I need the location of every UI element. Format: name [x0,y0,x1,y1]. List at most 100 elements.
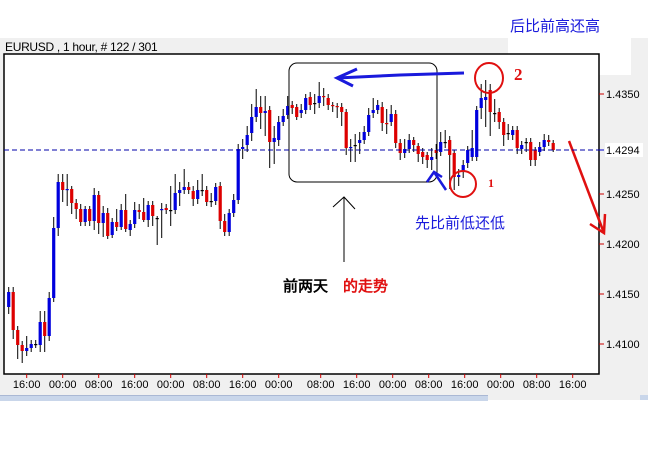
candle [97,191,101,234]
candle-body [11,292,15,330]
candle [277,116,281,146]
x-tick-label: 00:00 [487,379,515,391]
candle [38,311,42,352]
candle [47,292,51,341]
candle [182,169,186,194]
candle-body [308,97,312,105]
prev-two-days-label: 前两天 [283,277,329,295]
candle [380,102,384,131]
candle-body [515,130,519,148]
candle [502,118,506,146]
x-tick-label: 00:00 [379,379,407,391]
lower-low-label: 先比前低还低 [415,214,505,232]
candle [331,102,335,112]
candle-body [326,98,330,105]
circle1-label: 1 [488,176,494,190]
candle [434,144,438,159]
candle [20,341,24,363]
candle-body [182,187,186,190]
candle-body [52,228,56,298]
candle [79,204,83,226]
y-axis: 1.4350 1.4250 1.4200 1.4150 1.4100 1.4294 [599,89,643,351]
candle [439,132,443,156]
candle-body [362,132,366,140]
candle-body [286,106,290,115]
y-tick-label: 1.4200 [606,239,640,251]
candle [43,311,47,352]
candle-body [389,114,393,122]
candle [272,126,276,164]
y-tick-label: 1.4150 [606,289,640,301]
candle [416,143,420,162]
candles [7,80,555,363]
candle-body [187,187,191,190]
candle [164,204,168,214]
candle [232,194,236,217]
candle-body [443,142,447,144]
candle [106,208,110,239]
candle [308,92,312,110]
candle [236,144,240,204]
candle-body [65,189,69,191]
candle [29,340,33,352]
candle-body [124,210,128,229]
candle-body [227,213,231,232]
x-tick-label: 16:00 [343,379,371,391]
candle [470,130,474,161]
candle [65,174,69,206]
candle-body [484,97,488,100]
candle-body [488,90,492,112]
candle-body [178,190,182,193]
candle [155,216,159,245]
candle [200,174,204,196]
candle-body [497,112,501,122]
candle [538,142,542,156]
candle-body [56,182,60,228]
candle-body [74,203,78,209]
candle-body [115,222,119,227]
candle [497,108,501,129]
candle [241,139,245,159]
candle [475,106,479,161]
candle-body [151,205,155,216]
candle [376,100,380,114]
candle-body [106,213,110,236]
candle-body [88,209,92,221]
candle-body [533,150,537,160]
x-tick-label: 16:00 [451,379,479,391]
candle [443,130,447,148]
candle [169,186,173,226]
candle [250,104,254,141]
candle-body [425,155,429,160]
candle [367,108,371,136]
candle-body [416,146,420,154]
y-tick-label: 1.4100 [606,339,640,351]
candle-body [43,322,47,336]
candle-body [412,140,416,145]
candle-body [520,145,524,149]
candle-body [295,107,299,117]
candle-body [169,210,173,212]
candle [425,152,429,168]
horizontal-scrollbar[interactable] [0,395,488,401]
candle-body [448,140,452,155]
candle [452,150,456,190]
candle-body [511,130,515,135]
candle [340,103,344,126]
candle-body [209,201,213,203]
candle [344,109,348,155]
candle-body [61,182,65,190]
candle-body [16,330,20,345]
candle [245,126,249,152]
candle [394,110,398,148]
candle [268,106,272,168]
candle-body [196,190,200,199]
candle [286,96,290,119]
scrollbar-end-button[interactable] [640,395,648,400]
candle-body [479,98,483,108]
candle [16,326,20,359]
candle-body [529,142,533,160]
candle-body [173,193,177,210]
candle [547,135,551,146]
